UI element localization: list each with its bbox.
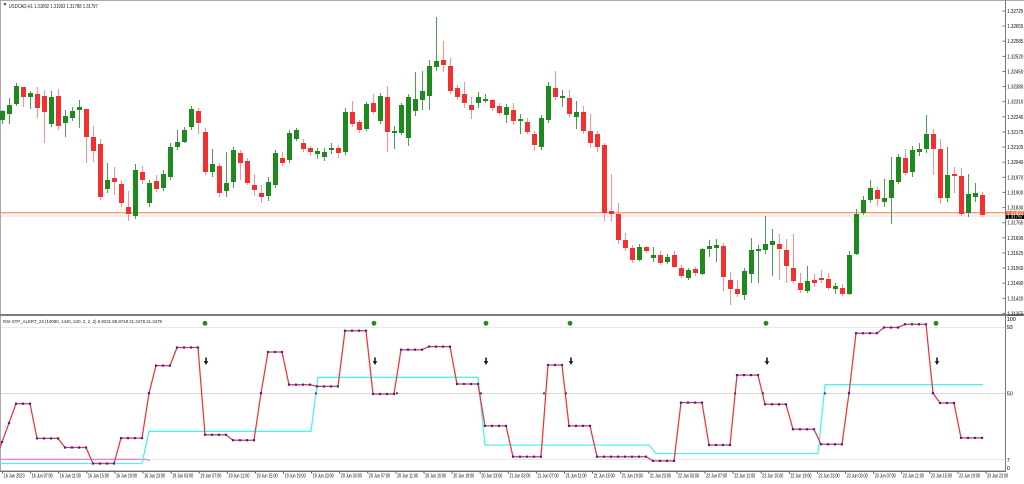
svg-text:22 Jun 11:00: 22 Jun 11:00 [734, 473, 755, 479]
svg-text:22 Jun 15:00: 22 Jun 15:00 [762, 473, 783, 479]
svg-text:23 Jun 19:00: 23 Jun 19:00 [959, 473, 980, 479]
svg-text:19 Jun 15:00: 19 Jun 15:00 [257, 473, 278, 479]
svg-text:16 Jun 15:00: 16 Jun 15:00 [88, 473, 109, 479]
svg-text:23 Jun 23:00: 23 Jun 23:00 [987, 473, 1008, 479]
svg-text:1.32725: 1.32725 [1007, 9, 1023, 15]
svg-text:1.32040: 1.32040 [1007, 160, 1023, 166]
svg-text:93: 93 [1007, 325, 1013, 331]
svg-text:22 Jun 19:00: 22 Jun 19:00 [790, 473, 811, 479]
svg-text:1.31695: 1.31695 [1007, 236, 1023, 242]
svg-text:16 Jun 23:00: 16 Jun 23:00 [144, 473, 165, 479]
svg-text:23 Jun 15:00: 23 Jun 15:00 [931, 473, 952, 479]
svg-text:16 Jun 11:00: 16 Jun 11:00 [60, 473, 81, 479]
svg-text:20 Jun 15:00: 20 Jun 15:00 [425, 473, 446, 479]
svg-text:1.32245: 1.32245 [1007, 115, 1023, 121]
svg-text:7: 7 [1007, 458, 1010, 464]
svg-text:100: 100 [1007, 317, 1016, 323]
svg-text:21 Jun 15:00: 21 Jun 15:00 [594, 473, 615, 479]
svg-text:16 Jun 19:00: 16 Jun 19:00 [116, 473, 137, 479]
svg-text:1.31625: 1.31625 [1007, 251, 1023, 257]
svg-text:22 Jun 03:00: 22 Jun 03:00 [678, 473, 699, 479]
svg-text:1.32520: 1.32520 [1007, 54, 1023, 60]
svg-text:20 Jun 03:00: 20 Jun 03:00 [341, 473, 362, 479]
svg-text:20 Jun 07:00: 20 Jun 07:00 [369, 473, 390, 479]
svg-text:20 Jun 11:00: 20 Jun 11:00 [397, 473, 418, 479]
svg-text:19 Jun 23:00: 19 Jun 23:00 [313, 473, 334, 479]
svg-text:19 Jun 11:00: 19 Jun 11:00 [228, 473, 249, 479]
svg-text:1.32310: 1.32310 [1007, 100, 1023, 106]
svg-text:21 Jun 23:00: 21 Jun 23:00 [650, 473, 671, 479]
svg-text:1.31560: 1.31560 [1007, 266, 1023, 272]
svg-text:20 Jun 19:00: 20 Jun 19:00 [453, 473, 474, 479]
svg-text:1.31900: 1.31900 [1007, 190, 1023, 196]
svg-text:USDCAD,H1 1.31892 1.31903 1.3: USDCAD,H1 1.31892 1.31903 1.31788 1.3179… [9, 4, 98, 10]
svg-text:50: 50 [1007, 392, 1013, 398]
svg-text:22 Jun 07:00: 22 Jun 07:00 [706, 473, 727, 479]
svg-text:1.31830: 1.31830 [1007, 206, 1023, 212]
svg-text:1.32655: 1.32655 [1007, 24, 1023, 30]
svg-text:1.31355: 1.31355 [1007, 311, 1023, 317]
svg-text:1.31765: 1.31765 [1007, 221, 1023, 227]
svg-text:0: 0 [1007, 466, 1010, 472]
svg-text:1.32105: 1.32105 [1007, 145, 1023, 151]
svg-text:21 Jun 07:00: 21 Jun 07:00 [538, 473, 559, 479]
svg-text:19 Jun 03:00: 19 Jun 03:00 [172, 473, 193, 479]
svg-text:21 Jun 03:00: 21 Jun 03:00 [509, 473, 530, 479]
svg-text:23 Jun 11:00: 23 Jun 11:00 [903, 473, 924, 479]
svg-text:23 Jun 03:00: 23 Jun 03:00 [847, 473, 868, 479]
svg-text:1.31970: 1.31970 [1007, 175, 1023, 181]
svg-text:1.32450: 1.32450 [1007, 70, 1023, 76]
svg-text:19 Jun 19:00: 19 Jun 19:00 [285, 473, 306, 479]
svg-text:16 Jun 2023: 16 Jun 2023 [4, 473, 25, 479]
svg-text:1.32585: 1.32585 [1007, 39, 1023, 45]
svg-text:21 Jun 19:00: 21 Jun 19:00 [622, 473, 643, 479]
svg-text:16 Jun 07:00: 16 Jun 07:00 [32, 473, 53, 479]
svg-text:1.31797: 1.31797 [1007, 215, 1023, 221]
svg-text:1.31490: 1.31490 [1007, 281, 1023, 287]
svg-text:23 Jun 07:00: 23 Jun 07:00 [875, 473, 896, 479]
svg-text:1.32380: 1.32380 [1007, 85, 1023, 91]
svg-text:21 Jun 11:00: 21 Jun 11:00 [566, 473, 587, 479]
svg-text:1.31820: 1.31820 [1007, 210, 1023, 216]
svg-text:1.32175: 1.32175 [1007, 130, 1023, 136]
svg-text:20 Jun 23:00: 20 Jun 23:00 [481, 473, 502, 479]
svg-text:RSI-STP_ALERT_22 (10080, 1440: RSI-STP_ALERT_22 (10080, 1440, 240, 2, 2… [3, 319, 162, 325]
svg-text:22 Jun 23:00: 22 Jun 23:00 [819, 473, 840, 479]
svg-text:19 Jun 07:00: 19 Jun 07:00 [200, 473, 221, 479]
svg-text:1.31420: 1.31420 [1007, 296, 1023, 302]
